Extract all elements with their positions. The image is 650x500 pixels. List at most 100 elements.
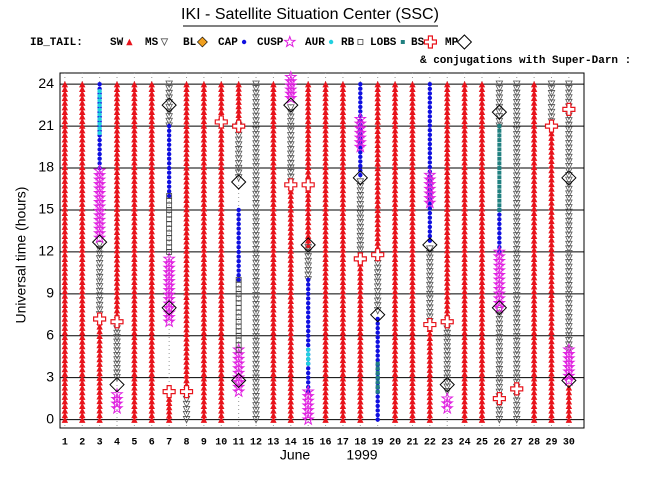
glyph xyxy=(548,314,555,322)
glyph xyxy=(305,305,311,311)
glyph xyxy=(183,108,190,116)
point xyxy=(371,248,385,262)
glyph xyxy=(426,407,434,414)
glyph xyxy=(286,169,295,177)
glyph xyxy=(426,375,434,382)
glyph xyxy=(270,85,277,92)
glyph xyxy=(374,113,381,120)
glyph xyxy=(252,351,260,360)
glyph xyxy=(443,338,452,347)
glyph xyxy=(461,264,468,272)
glyph xyxy=(270,223,277,230)
glyph xyxy=(443,365,452,374)
glyph xyxy=(530,218,538,226)
glyph xyxy=(304,131,312,138)
glyph xyxy=(497,184,502,189)
glyph xyxy=(304,214,312,221)
glyph xyxy=(305,333,311,338)
glyph xyxy=(409,163,416,171)
point xyxy=(422,237,438,253)
glyph xyxy=(492,254,507,267)
glyph xyxy=(512,264,521,273)
glyph xyxy=(61,273,69,281)
glyph xyxy=(427,160,433,165)
glyph xyxy=(131,338,138,345)
glyph xyxy=(200,324,208,331)
segment xyxy=(356,178,365,259)
glyph xyxy=(148,347,155,354)
y-tick-label: 15 xyxy=(38,201,54,217)
glyph xyxy=(357,310,364,318)
glyph xyxy=(530,379,538,387)
glyph xyxy=(252,365,260,374)
segment xyxy=(322,80,329,423)
glyph xyxy=(548,347,555,354)
glyph xyxy=(562,102,576,116)
glyph xyxy=(478,292,486,299)
glyph xyxy=(61,163,69,171)
glyph xyxy=(148,306,155,313)
point xyxy=(423,317,437,332)
glyph xyxy=(409,241,416,249)
glyph xyxy=(252,149,260,158)
glyph xyxy=(425,259,434,267)
glyph xyxy=(96,393,103,400)
glyph xyxy=(304,253,313,261)
glyph xyxy=(148,329,155,336)
glyph xyxy=(478,209,486,217)
glyph xyxy=(356,205,365,214)
glyph xyxy=(284,74,298,88)
glyph xyxy=(110,387,124,401)
glyph xyxy=(287,297,295,305)
glyph xyxy=(218,136,225,143)
glyph xyxy=(218,94,225,102)
glyph xyxy=(548,310,555,317)
glyph xyxy=(444,256,451,263)
glyph xyxy=(548,370,555,377)
glyph xyxy=(339,388,347,396)
glyph xyxy=(252,85,260,93)
glyph xyxy=(252,370,260,378)
glyph xyxy=(548,342,555,349)
glyph xyxy=(287,384,295,391)
glyph xyxy=(478,145,486,152)
glyph xyxy=(287,361,295,368)
glyph xyxy=(512,374,521,383)
glyph xyxy=(270,126,277,134)
glyph xyxy=(200,287,208,295)
segment xyxy=(357,255,364,423)
glyph xyxy=(200,99,208,106)
glyph xyxy=(491,300,508,316)
glyph xyxy=(183,215,190,222)
glyph xyxy=(218,145,225,152)
glyph xyxy=(322,99,329,106)
glyph xyxy=(165,85,173,93)
glyph xyxy=(183,104,190,111)
glyph xyxy=(375,353,380,358)
glyph xyxy=(301,412,315,426)
glyph xyxy=(409,186,416,194)
glyph xyxy=(113,173,121,180)
glyph xyxy=(461,356,468,364)
legend-glyph xyxy=(423,35,437,49)
glyph xyxy=(322,200,329,207)
glyph xyxy=(478,333,486,341)
glyph xyxy=(530,205,538,212)
glyph xyxy=(218,260,225,267)
glyph xyxy=(236,254,241,259)
glyph xyxy=(512,411,521,420)
glyph xyxy=(61,131,69,138)
glyph xyxy=(218,177,225,184)
legend-glyph xyxy=(400,40,405,44)
glyph xyxy=(461,85,468,92)
glyph xyxy=(339,398,347,405)
glyph xyxy=(478,398,486,405)
glyph xyxy=(409,232,416,240)
glyph xyxy=(183,191,190,199)
glyph xyxy=(231,366,246,379)
glyph xyxy=(182,405,191,414)
glyph xyxy=(357,379,364,387)
glyph xyxy=(200,315,208,322)
glyph xyxy=(162,269,176,283)
glyph xyxy=(427,123,433,128)
